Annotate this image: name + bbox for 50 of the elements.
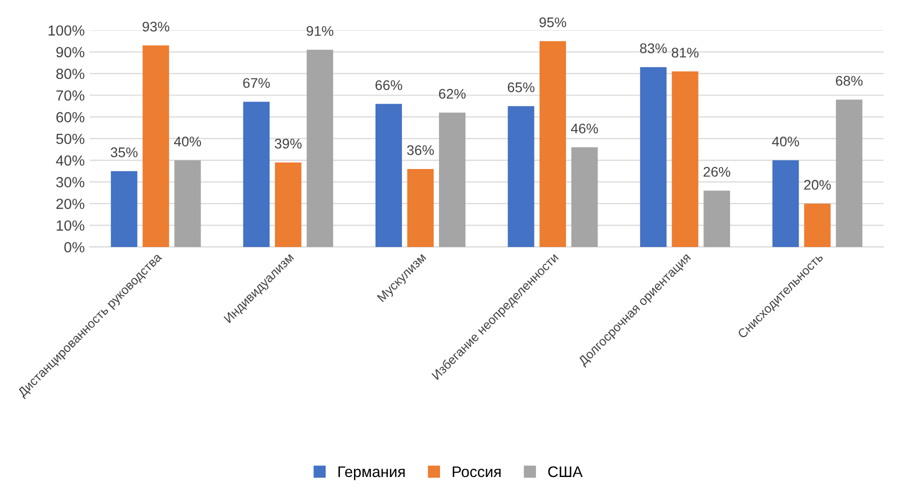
bar [243, 102, 270, 247]
bar [772, 160, 799, 247]
y-tick-label: 20% [56, 198, 84, 210]
bar [672, 71, 698, 247]
y-tick-label: 0% [64, 242, 84, 252]
data-label: 95% [540, 17, 566, 28]
data-label: 91% [306, 26, 334, 36]
bar [438, 112, 466, 247]
y-tick-label: 80% [56, 68, 84, 80]
bar [274, 162, 302, 247]
bar [571, 147, 598, 247]
bar [704, 190, 730, 247]
data-label: 20% [804, 180, 831, 190]
data-label: 83% [640, 43, 667, 54]
bar [174, 160, 201, 247]
data-label: 40% [772, 136, 800, 146]
y-tick-label: 90% [56, 47, 84, 58]
data-label: 81% [672, 48, 698, 58]
legend-label: Россия [452, 466, 501, 478]
y-tick-label: 70% [56, 90, 84, 101]
bar [640, 67, 667, 247]
data-label: 93% [142, 22, 170, 32]
y-tick-label: 60% [56, 112, 84, 122]
data-label: 35% [110, 147, 138, 158]
data-label: 68% [836, 76, 863, 86]
bar [508, 106, 534, 247]
data-label: 65% [508, 82, 534, 92]
bar [375, 104, 402, 247]
data-label: 26% [704, 166, 730, 177]
data-label: 39% [274, 138, 302, 149]
y-tick-label: 10% [56, 220, 84, 231]
data-label: 62% [439, 88, 466, 99]
data-label: 67% [243, 78, 270, 88]
y-tick-label: 50% [56, 134, 84, 144]
bar [804, 204, 831, 247]
bar [407, 168, 434, 247]
legend-label: Германия [338, 466, 405, 480]
bar [142, 45, 170, 247]
y-tick-label: 30% [56, 177, 84, 188]
bar [306, 50, 334, 247]
data-label: 36% [407, 145, 434, 156]
y-tick-label: 100% [48, 25, 84, 36]
data-label: 46% [570, 124, 598, 134]
bar [540, 41, 566, 247]
data-label: 40% [174, 136, 202, 146]
y-tick-label: 40% [56, 155, 84, 166]
data-label: 66% [376, 80, 402, 90]
legend-label: США [548, 466, 583, 478]
bar [110, 171, 138, 247]
bar [836, 100, 862, 247]
